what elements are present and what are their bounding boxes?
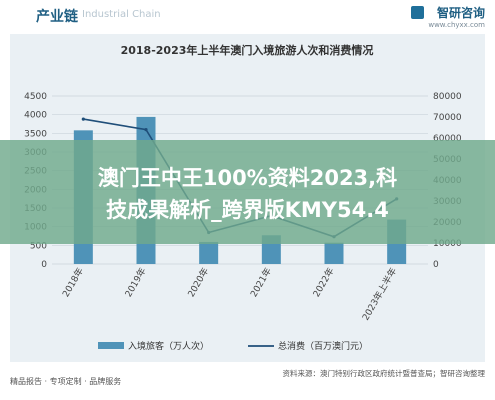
y-right-tick-label: 60000 xyxy=(433,134,462,144)
legend-label-bar: 入境旅客（万人次） xyxy=(128,340,209,352)
x-tick-label: 2019年 xyxy=(122,266,148,300)
x-tick-label: 2022年 xyxy=(310,266,336,300)
logo-name: 智研咨询 xyxy=(436,6,485,20)
y-left-tick-label: 3500 xyxy=(24,129,47,139)
bar xyxy=(324,242,344,264)
x-tick-label: 2021年 xyxy=(248,266,274,300)
y-right-tick-label: 10000 xyxy=(433,239,462,249)
overlay-banner: 澳门王中王100%资料2023,科 技成果解析_跨界版KMY54.4 xyxy=(0,140,495,244)
y-left-tick-label: 0 xyxy=(41,260,47,270)
footer-tagline: 精品报告 · 专项定制 · 品牌服务 xyxy=(10,377,122,386)
source-text: 资料来源：澳门特别行政区政府统计暨普查局；智研咨询整理 xyxy=(282,369,486,378)
y-right-tick-label: 0 xyxy=(433,260,439,270)
line-point xyxy=(144,128,148,132)
footer-source: 资料来源：澳门特别行政区政府统计暨普查局；智研咨询整理 xyxy=(283,368,486,379)
x-tick-label: 2023年上半年 xyxy=(359,266,399,323)
legend-label-line: 总消费（百万澳门元） xyxy=(278,340,368,352)
banner-line-2: 技成果解析_跨界版KMY54.4 xyxy=(106,198,389,222)
y-right-tick-label: 70000 xyxy=(433,113,462,123)
chart-title: 2018-2023年上半年澳门入境旅游人次和消费情况 xyxy=(121,43,374,57)
section-watermark-subtitle: Industrial Chain xyxy=(82,9,161,20)
page-header: 产业链 Industrial Chain 智研咨询 www.chyxx.com xyxy=(0,0,495,32)
legend-swatch-bar xyxy=(98,342,124,349)
banner-line-1: 澳门王中王100%资料2023,科 xyxy=(97,166,398,190)
page-footer: 精品报告 · 专项定制 · 品牌服务 资料来源：澳门特别行政区政府统计暨普查局；… xyxy=(0,368,495,400)
line-point xyxy=(81,117,85,121)
y-left-tick-label: 4000 xyxy=(24,111,47,121)
y-left-tick-label: 500 xyxy=(30,241,47,251)
y-right-tick-label: 80000 xyxy=(433,92,462,102)
logo-url: www.chyxx.com xyxy=(428,21,485,29)
y-left-tick-label: 4500 xyxy=(24,92,47,102)
brand-logo: 智研咨询 www.chyxx.com xyxy=(411,4,485,29)
section-title: 产业链 xyxy=(36,9,78,25)
x-tick-label: 2018年 xyxy=(60,266,86,300)
legend: 入境旅客（万人次） 总消费（百万澳门元） xyxy=(98,340,368,352)
x-tick-label: 2020年 xyxy=(185,266,211,300)
logo-icon xyxy=(411,6,425,19)
bar xyxy=(199,241,219,264)
